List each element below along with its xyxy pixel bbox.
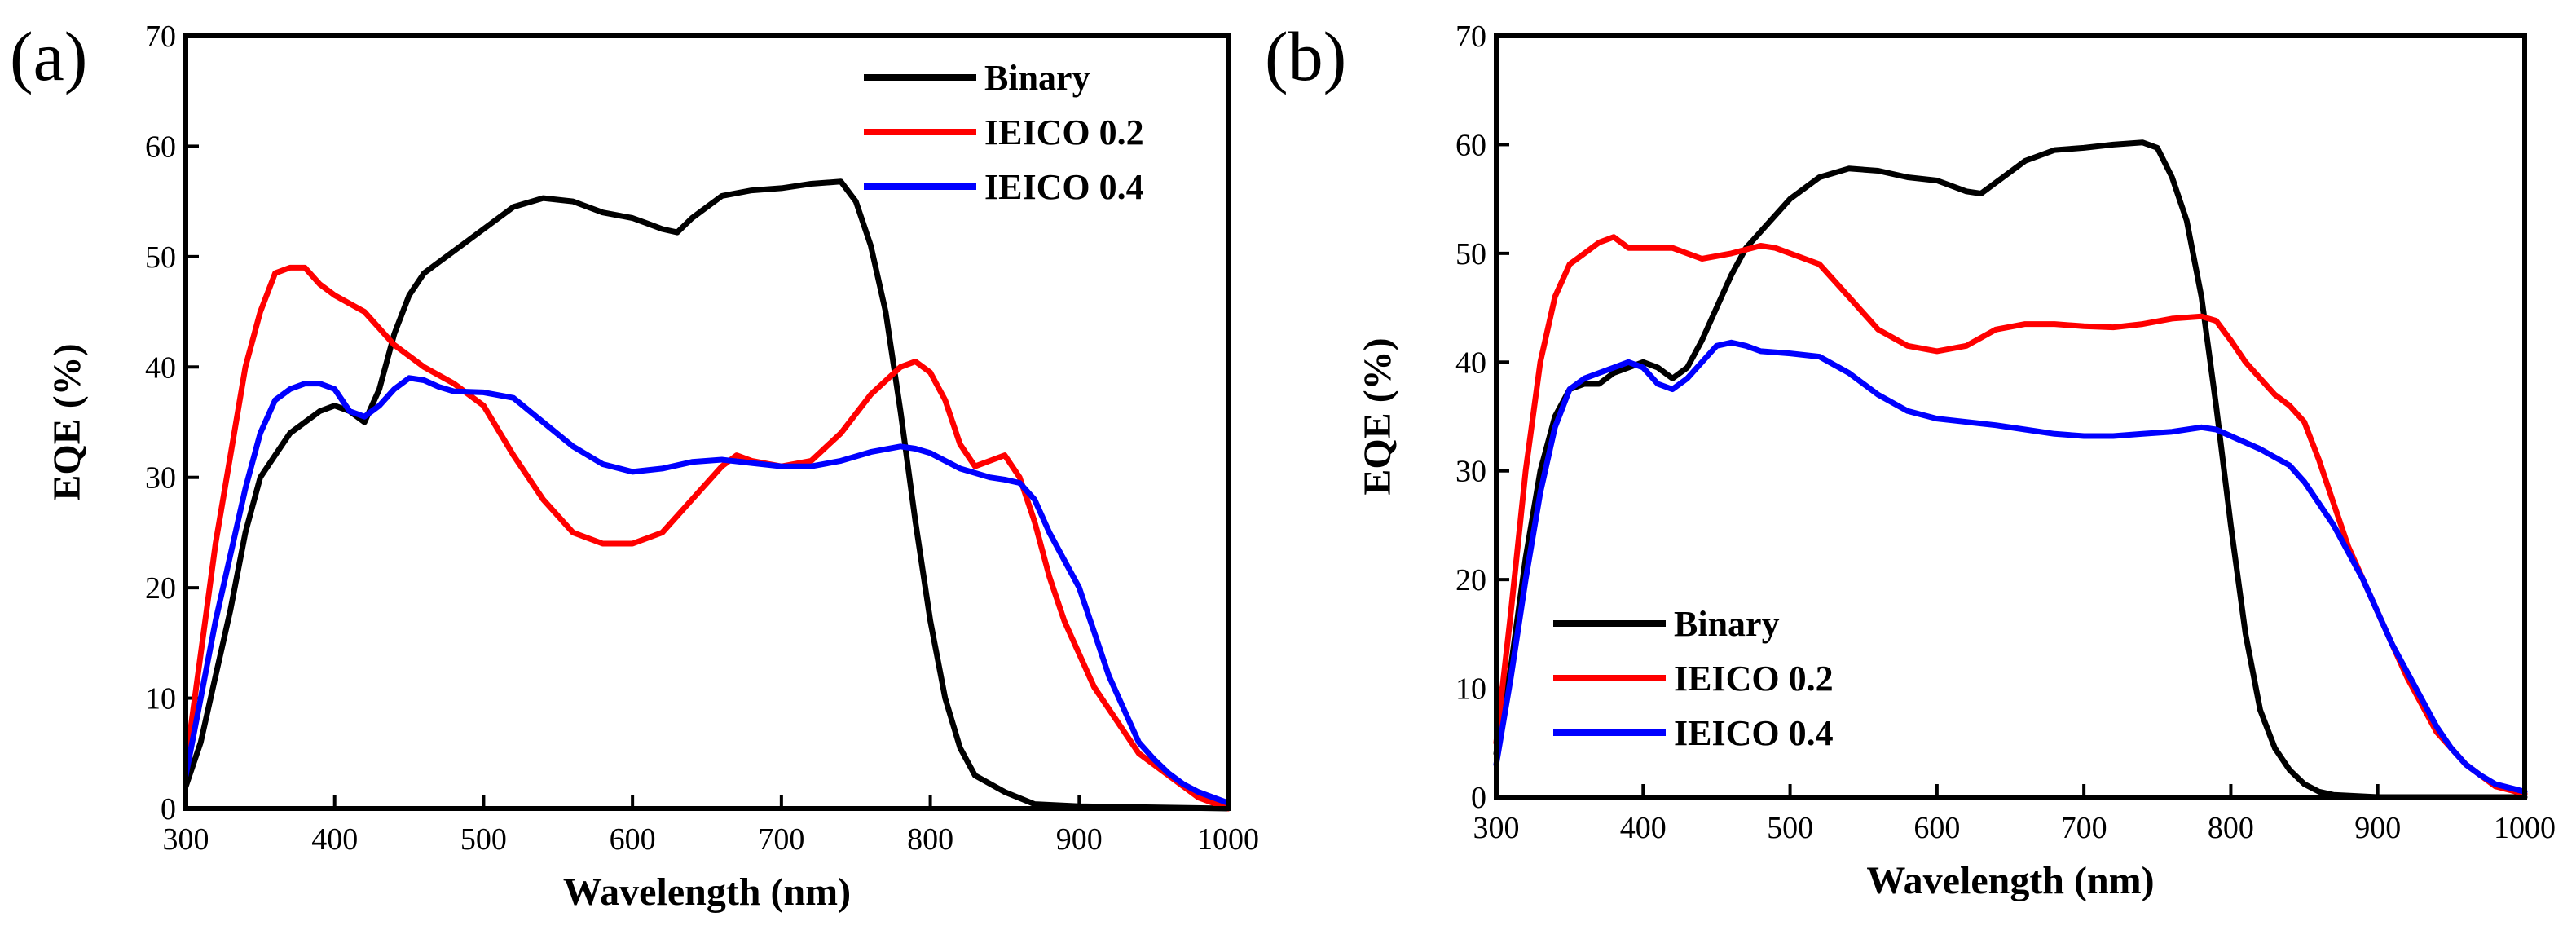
legend-b: Binary IEICO 0.2 IEICO 0.4 <box>1553 604 1834 753</box>
x-tick-label-a: 600 <box>610 822 656 857</box>
legend-label-a: IEICO 0.2 <box>984 112 1144 152</box>
y-tick-label-a: 50 <box>145 240 176 275</box>
x-tick-label-a: 1000 <box>1197 822 1259 857</box>
y-tick-label-a: 30 <box>145 461 176 496</box>
x-tick-label-a: 500 <box>460 822 507 857</box>
x-tick-label-a: 700 <box>758 822 804 857</box>
panel-label-a: (a) <box>10 17 87 95</box>
legend-a: Binary IEICO 0.2 IEICO 0.4 <box>864 58 1144 207</box>
x-tick-label-a: 300 <box>163 822 209 857</box>
series-line-ieico-0-2-a <box>183 264 1231 812</box>
panel-b: (b) 0 10 20 30 40 50 60 70 300 400 500 600 700 800 900… <box>1265 17 2556 902</box>
x-tick-label-a: 800 <box>907 822 953 857</box>
y-tick-label-b: 40 <box>1455 346 1486 380</box>
y-tick-label-a: 0 <box>161 792 176 826</box>
legend-label-b: IEICO 0.4 <box>1674 713 1834 753</box>
y-ticks-b: 0 10 20 30 40 50 60 70 300 400 500 600 700 800 900 1000 <box>1455 20 2556 845</box>
y-tick-label-a: 20 <box>145 571 176 606</box>
y-axis-title-a: EQE (%) <box>46 343 89 500</box>
y-tick-label-b: 10 <box>1455 672 1486 707</box>
series-line-ieico-0-2-b <box>1493 234 2528 797</box>
legend-label-b: IEICO 0.2 <box>1674 659 1834 698</box>
y-tick-label-b: 50 <box>1455 237 1486 271</box>
legend-label-a: IEICO 0.4 <box>984 167 1144 207</box>
plot-frame-b <box>1494 33 2527 800</box>
series-a <box>183 178 1231 812</box>
y-tick-label-b: 20 <box>1455 563 1486 597</box>
series-line-binary-b <box>1493 139 2528 800</box>
series-line-ieico-0-4-a <box>183 375 1231 806</box>
y-tick-label-a: 40 <box>145 350 176 385</box>
y-tick-label-b: 30 <box>1455 455 1486 489</box>
x-axis-title-b: Wavelength (nm) <box>1866 859 2154 902</box>
plot-frame-a <box>183 33 1231 811</box>
legend-label-b: Binary <box>1674 604 1780 644</box>
x-tick-label-b: 700 <box>2061 811 2107 845</box>
series-line-binary-a <box>183 178 1231 812</box>
y-tick-label-b: 0 <box>1471 781 1486 815</box>
x-tick-label-b: 600 <box>1913 811 1960 845</box>
x-tick-label-b: 1000 <box>2494 811 2556 845</box>
x-tick-label-b: 900 <box>2354 811 2401 845</box>
x-tick-label-b: 300 <box>1473 811 1520 845</box>
legend-label-a: Binary <box>984 58 1090 98</box>
x-tick-label-b: 800 <box>2208 811 2254 845</box>
panel-label-b: (b) <box>1265 17 1346 95</box>
y-tick-label-b: 70 <box>1455 20 1486 54</box>
series-line-ieico-0-4-b <box>1493 339 2528 795</box>
y-tick-label-a: 60 <box>145 130 176 164</box>
x-tick-label-b: 400 <box>1620 811 1667 845</box>
y-axis-title-b: EQE (%) <box>1356 337 1399 495</box>
y-tick-label-a: 10 <box>145 682 176 716</box>
y-tick-label-b: 60 <box>1455 128 1486 162</box>
x-tick-label-b: 500 <box>1767 811 1813 845</box>
series-b <box>1493 139 2528 800</box>
x-tick-label-a: 900 <box>1056 822 1103 857</box>
panel-a: (a) 0 10 20 30 40 50 60 70 300 400 500 600 700 800 900… <box>10 17 1259 914</box>
x-tick-label-a: 400 <box>311 822 358 857</box>
x-axis-title-a: Wavelength (nm) <box>563 870 851 914</box>
y-tick-label-a: 70 <box>145 20 176 54</box>
